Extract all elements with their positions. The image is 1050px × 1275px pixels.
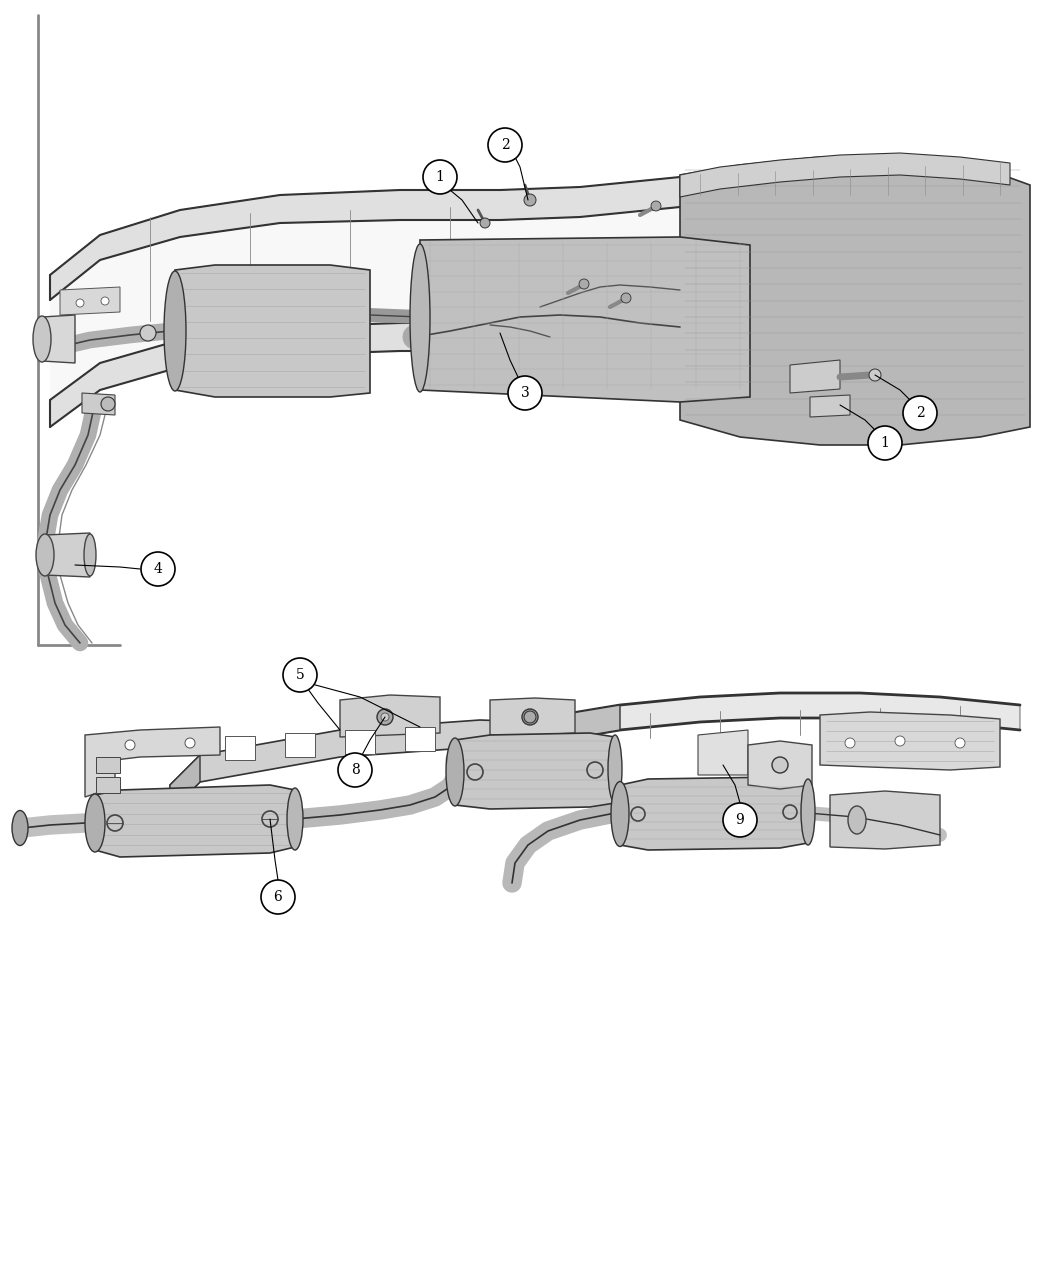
Ellipse shape — [33, 316, 51, 362]
Circle shape — [101, 397, 116, 411]
Polygon shape — [790, 360, 840, 393]
Polygon shape — [830, 790, 940, 849]
Ellipse shape — [164, 272, 186, 391]
Circle shape — [903, 397, 937, 430]
Circle shape — [338, 754, 372, 787]
Polygon shape — [698, 731, 748, 775]
Circle shape — [423, 159, 457, 194]
Circle shape — [125, 740, 135, 750]
Polygon shape — [620, 776, 808, 850]
Polygon shape — [285, 733, 315, 757]
Polygon shape — [820, 711, 1000, 770]
Text: 1: 1 — [436, 170, 444, 184]
Polygon shape — [560, 694, 1020, 739]
Circle shape — [522, 709, 538, 725]
Polygon shape — [96, 757, 120, 773]
Circle shape — [480, 218, 490, 228]
Polygon shape — [82, 393, 116, 414]
Text: 4: 4 — [153, 562, 163, 576]
Text: 2: 2 — [916, 405, 924, 419]
Circle shape — [868, 426, 902, 460]
Polygon shape — [50, 164, 1010, 300]
Polygon shape — [96, 776, 120, 793]
Circle shape — [140, 325, 156, 340]
Polygon shape — [170, 755, 200, 812]
Text: 6: 6 — [274, 890, 282, 904]
Text: 3: 3 — [521, 386, 529, 400]
Text: 8: 8 — [351, 762, 359, 776]
Polygon shape — [175, 265, 370, 397]
Ellipse shape — [801, 779, 815, 845]
Ellipse shape — [848, 806, 866, 834]
Polygon shape — [345, 731, 375, 754]
Circle shape — [869, 368, 881, 381]
Ellipse shape — [287, 788, 303, 850]
Ellipse shape — [84, 534, 96, 576]
Circle shape — [895, 736, 905, 746]
Polygon shape — [85, 727, 220, 797]
Text: 2: 2 — [501, 138, 509, 152]
Polygon shape — [560, 705, 619, 739]
Circle shape — [76, 300, 84, 307]
Circle shape — [185, 738, 195, 748]
Circle shape — [508, 376, 542, 411]
Ellipse shape — [611, 782, 629, 847]
Circle shape — [845, 738, 855, 748]
Polygon shape — [42, 315, 75, 363]
Circle shape — [101, 297, 109, 305]
Ellipse shape — [608, 734, 622, 803]
Text: 9: 9 — [736, 813, 744, 827]
Ellipse shape — [85, 794, 105, 852]
Polygon shape — [340, 695, 440, 737]
Ellipse shape — [36, 534, 54, 576]
Circle shape — [772, 757, 788, 773]
Circle shape — [524, 711, 536, 723]
Text: 1: 1 — [881, 436, 889, 450]
Text: 5: 5 — [296, 668, 304, 682]
Circle shape — [651, 201, 662, 210]
Polygon shape — [225, 736, 255, 760]
Ellipse shape — [446, 738, 464, 806]
Circle shape — [524, 194, 536, 207]
Ellipse shape — [410, 244, 430, 391]
Circle shape — [621, 293, 631, 303]
Polygon shape — [810, 395, 851, 417]
Polygon shape — [455, 733, 615, 810]
Polygon shape — [45, 533, 90, 578]
Circle shape — [579, 279, 589, 289]
Circle shape — [381, 713, 388, 720]
Polygon shape — [94, 785, 295, 857]
Circle shape — [261, 880, 295, 914]
Polygon shape — [680, 157, 1030, 445]
Polygon shape — [490, 697, 575, 734]
Polygon shape — [420, 237, 750, 402]
Polygon shape — [405, 727, 435, 751]
Polygon shape — [170, 720, 560, 812]
Polygon shape — [680, 153, 1010, 198]
Polygon shape — [748, 741, 812, 789]
Circle shape — [526, 713, 534, 720]
Circle shape — [284, 658, 317, 692]
Circle shape — [377, 709, 393, 725]
Circle shape — [723, 803, 757, 836]
Circle shape — [488, 128, 522, 162]
Polygon shape — [50, 295, 1010, 427]
Polygon shape — [60, 287, 120, 315]
Ellipse shape — [12, 811, 28, 845]
Circle shape — [141, 552, 175, 587]
Circle shape — [956, 738, 965, 748]
Polygon shape — [50, 195, 1010, 400]
